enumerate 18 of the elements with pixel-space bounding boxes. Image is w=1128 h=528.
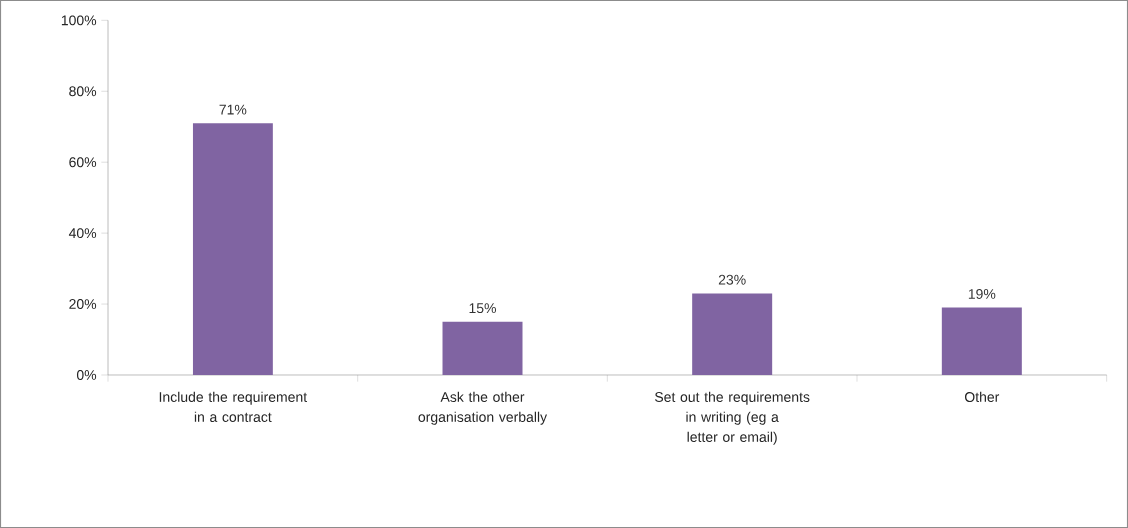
data-label: 19% [968,288,996,299]
y-tick-label: 60% [69,157,97,168]
x-tick-label: Include the requirement in a contract [159,391,308,422]
y-tick-label: 40% [68,228,97,239]
bar [192,123,273,375]
y-tick-label: 80% [69,86,97,97]
y-tick-label: 100% [61,15,97,26]
bar [692,293,773,375]
data-label: 71% [219,104,247,115]
data-label: 23% [718,274,746,285]
bar [442,321,523,375]
y-tick-label: 0% [76,370,97,380]
x-tick-label: Other [964,391,1000,402]
x-tick-label: Set out the requirements in writing (eg a letter or email) [654,391,810,445]
y-tick-label: 20% [69,299,97,310]
bar [941,307,1022,375]
data-label: 15% [469,303,496,314]
x-tick-label: Ask the other organisation verbally [418,391,548,425]
